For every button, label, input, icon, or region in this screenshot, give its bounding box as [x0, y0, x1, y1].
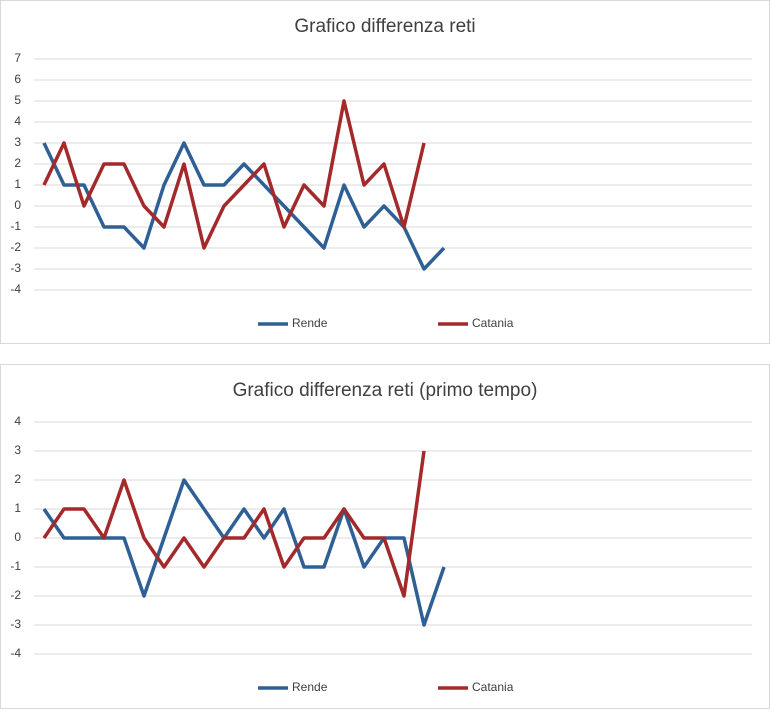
y-tick-label: -1: [10, 219, 21, 233]
y-tick-label: -3: [10, 261, 21, 275]
legend-label: Catania: [472, 316, 514, 330]
y-tick-label: -4: [10, 282, 21, 296]
series-line: [42, 99, 426, 250]
y-tick-label: 6: [14, 72, 21, 86]
legend-label: Catania: [472, 680, 514, 694]
legend-label: Rende: [292, 680, 328, 694]
y-tick-label: 3: [14, 443, 21, 457]
chart-title: Grafico differenza reti (primo tempo): [233, 380, 538, 401]
y-tick-label: -4: [10, 646, 21, 660]
y-tick-label: -1: [10, 559, 21, 573]
series-line: [42, 141, 446, 271]
y-tick-label: 2: [14, 156, 21, 170]
y-tick-label: -3: [10, 617, 21, 631]
legend-label: Rende: [292, 316, 328, 330]
chart-title: Grafico differenza reti: [294, 16, 475, 37]
series-line: [42, 450, 426, 598]
series-line: [42, 478, 446, 627]
y-tick-label: -2: [10, 240, 21, 254]
y-tick-label: 2: [14, 472, 21, 486]
y-tick-label: 3: [14, 135, 21, 149]
y-tick-label: 1: [14, 501, 21, 515]
y-tick-label: 4: [14, 114, 21, 128]
y-tick-label: 4: [14, 414, 21, 428]
y-tick-label: 0: [14, 530, 21, 544]
y-tick-label: 1: [14, 177, 21, 191]
y-tick-label: 7: [14, 51, 21, 65]
y-tick-label: 5: [14, 93, 21, 107]
y-tick-label: 0: [14, 198, 21, 212]
y-tick-label: -2: [10, 588, 21, 602]
